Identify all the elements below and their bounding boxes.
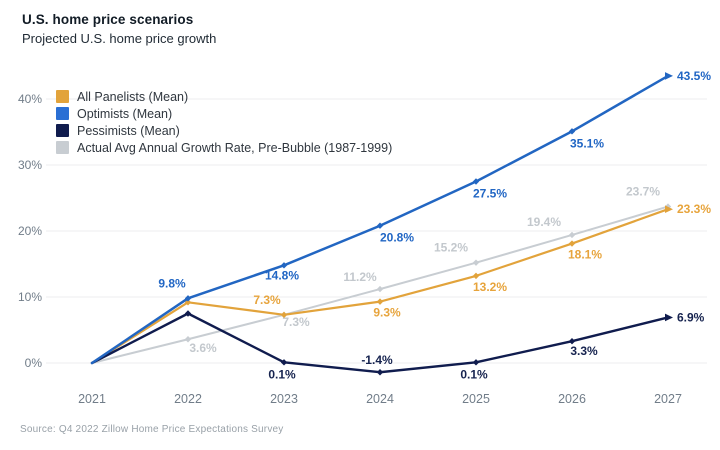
legend-item-pessimists-mean: Pessimists (Mean) <box>56 123 392 138</box>
data-label-actual-avg-annual-growth-rate-pre-bubble-1987-1999-2026: 19.4% <box>527 215 561 229</box>
data-point-marker-pessimists-mean-2026 <box>568 338 576 345</box>
data-label-pessimists-mean-2025: 0.1% <box>460 367 488 381</box>
data-point-marker-all-panelists-mean-2023 <box>280 311 288 319</box>
data-point-marker-all-panelists-mean-2025 <box>472 272 480 280</box>
data-label-all-panelists-mean-2027: 23.3% <box>677 202 711 216</box>
data-label-actual-avg-annual-growth-rate-pre-bubble-1987-1999-2023: 7.3% <box>282 315 310 329</box>
x-axis-tick-label: 2025 <box>462 392 490 406</box>
data-point-marker-pessimists-mean-2025 <box>472 359 480 366</box>
page-subtitle: Projected U.S. home price growth <box>22 31 217 46</box>
legend-item-actual-avg-annual-growth-rate-pre-bubble-1987-1999: Actual Avg Annual Growth Rate, Pre-Bubbl… <box>56 140 393 155</box>
chart-legend: All Panelists (Mean) Optimists (Mean) Pess… <box>56 89 393 155</box>
data-label-optimists-mean-2027: 43.5% <box>677 69 711 83</box>
data-point-marker-actual-avg-annual-growth-rate-pre-bubble-1987-1999-2024 <box>376 285 384 293</box>
chart-header: U.S. home price scenarios Projected U.S.… <box>22 12 216 46</box>
data-point-marker-actual-avg-annual-growth-rate-pre-bubble-1987-1999-2025 <box>472 259 480 266</box>
line-end-arrow-pessimists-mean <box>665 313 673 322</box>
x-axis-tick-label: 2024 <box>366 392 394 406</box>
data-label-all-panelists-mean-2023: 7.3% <box>253 293 281 307</box>
data-label-actual-avg-annual-growth-rate-pre-bubble-1987-1999-2024: 11.2% <box>343 270 377 284</box>
y-axis-tick-label: 10% <box>18 290 42 304</box>
data-point-marker-all-panelists-mean-2022 <box>184 299 192 306</box>
legend-label: All Panelists (Mean) <box>77 89 189 104</box>
data-label-actual-avg-annual-growth-rate-pre-bubble-1987-1999-2025: 15.2% <box>434 241 468 255</box>
data-label-optimists-mean-2023: 14.8% <box>265 268 299 282</box>
data-point-marker-pessimists-mean-2024 <box>376 369 384 376</box>
data-label-optimists-mean-2024: 20.8% <box>380 231 414 245</box>
x-axis-tick-label: 2022 <box>174 392 202 406</box>
y-axis-tick-label: 20% <box>18 224 42 238</box>
legend-label: Pessimists (Mean) <box>77 123 180 138</box>
data-point-marker-optimists-mean-2022 <box>184 295 192 302</box>
y-axis-tick-label: 40% <box>18 92 42 106</box>
data-point-marker-optimists-mean-2025 <box>472 178 480 185</box>
data-point-marker-all-panelists-mean-2024 <box>376 298 384 305</box>
data-point-marker-optimists-mean-2023 <box>280 262 288 269</box>
x-axis-tick-label: 2023 <box>270 392 298 406</box>
legend-item-optimists-mean: Optimists (Mean) <box>56 106 392 121</box>
legend-swatch-icon <box>56 124 69 137</box>
data-point-marker-pessimists-mean-2022 <box>184 310 192 317</box>
data-point-marker-actual-avg-annual-growth-rate-pre-bubble-1987-1999-2022 <box>184 336 192 343</box>
data-label-actual-avg-annual-growth-rate-pre-bubble-1987-1999-2022: 3.6% <box>189 341 217 355</box>
data-label-all-panelists-mean-2024: 9.3% <box>373 306 401 320</box>
data-point-marker-pessimists-mean-2023 <box>280 359 288 366</box>
y-axis-tick-label: 0% <box>25 356 43 370</box>
legend-label: Optimists (Mean) <box>77 106 173 121</box>
data-label-optimists-mean-2025: 27.5% <box>473 187 507 201</box>
x-axis-tick-label: 2021 <box>78 392 106 406</box>
data-label-optimists-mean-2022: 9.8% <box>158 276 186 290</box>
data-label-all-panelists-mean-2026: 18.1% <box>568 248 602 262</box>
x-axis-tick-label: 2027 <box>654 392 682 406</box>
data-label-all-panelists-mean-2025: 13.2% <box>473 280 507 294</box>
data-point-marker-optimists-mean-2024 <box>376 222 384 229</box>
data-label-actual-avg-annual-growth-rate-pre-bubble-1987-1999-2027: 23.7% <box>626 185 660 199</box>
data-label-pessimists-mean-2023: 0.1% <box>268 367 296 381</box>
data-label-pessimists-mean-2024: -1.4% <box>361 353 393 367</box>
data-point-marker-actual-avg-annual-growth-rate-pre-bubble-1987-1999-2026 <box>568 231 576 239</box>
legend-swatch-icon <box>56 90 69 103</box>
source-note: Source: Q4 2022 Zillow Home Price Expect… <box>20 424 284 435</box>
x-axis-tick-label: 2026 <box>558 392 586 406</box>
data-point-marker-all-panelists-mean-2026 <box>568 240 576 247</box>
data-label-pessimists-mean-2026: 3.3% <box>570 344 598 358</box>
legend-swatch-icon <box>56 107 69 120</box>
page-title: U.S. home price scenarios <box>22 12 194 27</box>
data-label-optimists-mean-2026: 35.1% <box>570 136 604 150</box>
legend-label: Actual Avg Annual Growth Rate, Pre-Bubbl… <box>77 140 393 155</box>
legend-swatch-icon <box>56 141 69 154</box>
y-axis-tick-label: 30% <box>18 158 42 172</box>
legend-item-all-panelists-mean: All Panelists (Mean) <box>56 89 392 104</box>
data-label-pessimists-mean-2027: 6.9% <box>677 310 705 324</box>
data-point-marker-optimists-mean-2026 <box>568 128 576 135</box>
line-end-arrow-all-panelists-mean <box>665 205 673 214</box>
line-end-arrow-optimists-mean <box>665 72 673 80</box>
